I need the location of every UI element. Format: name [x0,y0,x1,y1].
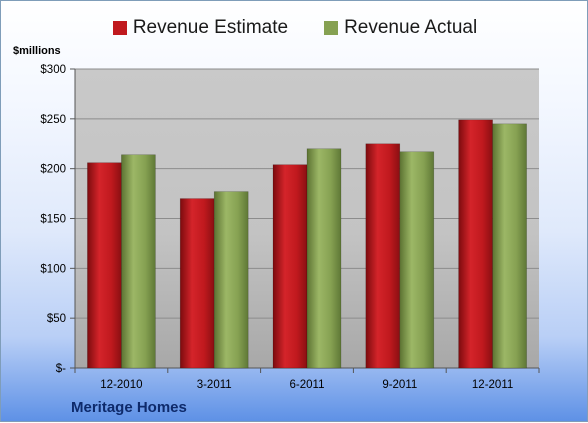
bar-estimate [272,164,308,369]
bar-estimate [365,143,401,369]
legend-item-actual: Revenue Actual [324,17,477,39]
bar-estimate [87,162,122,369]
bar-actual [399,151,435,369]
legend-item-estimate: Revenue Estimate [112,17,289,39]
x-tick-label: 12-2010 [100,379,142,391]
y-tick-label: $100 [40,263,66,275]
legend-label-actual: Revenue Actual [344,17,478,38]
bar-actual [121,154,156,369]
bar-actual [306,148,342,369]
bar-actual [213,191,249,369]
y-tick-label: $250 [40,114,66,126]
company-name: Meritage Homes [71,399,187,416]
y-tick-label: $200 [40,164,66,176]
legend-swatch-estimate [112,21,127,35]
bar-estimate [179,198,215,369]
legend-label-estimate: Revenue Estimate [132,17,289,38]
y-tick-label: $- [56,363,66,375]
x-tick-label: 3-2011 [197,379,232,391]
x-tick-label: 9-2011 [382,379,417,391]
y-axis-label: $millions [13,45,61,57]
y-tick-label: $150 [40,214,66,226]
bar-estimate [458,119,493,369]
bar-actual [492,123,527,369]
x-tick-label: 12-2011 [472,379,513,391]
y-tick-label: $300 [40,64,66,76]
legend: Revenue Estimate Revenue Actual [1,17,588,39]
y-tick-label: $50 [47,313,66,325]
legend-swatch-actual [324,21,339,35]
x-tick-label: 6-2011 [290,379,325,391]
